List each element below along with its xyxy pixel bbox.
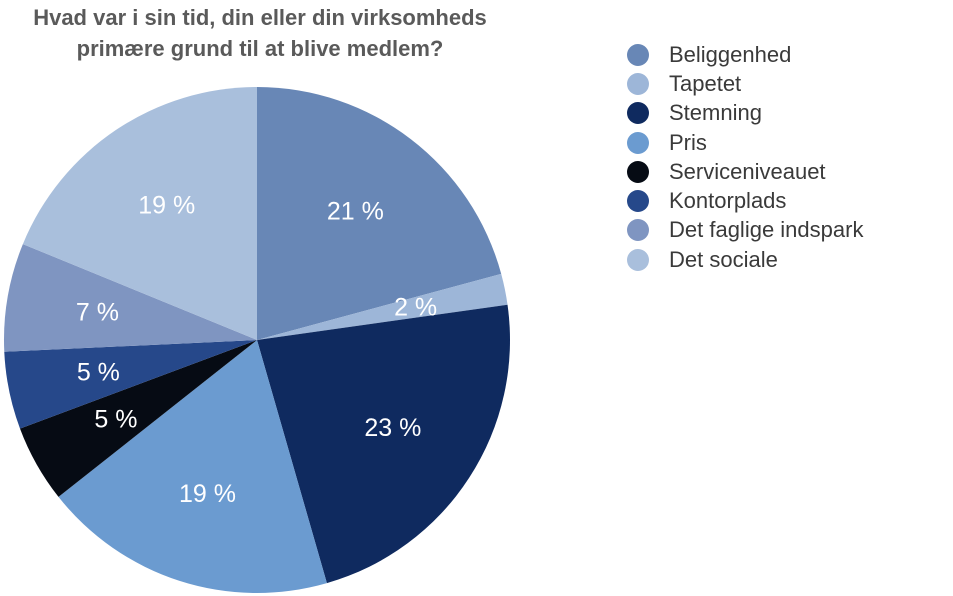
pie-slice-pris	[58, 340, 327, 593]
pie-slice-stemning	[257, 304, 511, 584]
legend-item: Tapetet	[627, 69, 863, 98]
legend-swatch-icon	[627, 248, 649, 271]
slice-label-det-faglige-indspark: 7 %	[76, 298, 119, 326]
legend-item: Kontorplads	[627, 186, 863, 215]
legend-label: Kontorplads	[669, 188, 787, 214]
legend-swatch-icon	[627, 219, 649, 242]
pie-slice-serviceniveauet	[20, 340, 257, 497]
legend-label: Serviceniveauet	[669, 158, 826, 184]
slice-label-det-sociale: 19 %	[138, 192, 195, 220]
slice-label-stemning: 23 %	[364, 414, 421, 442]
legend-label: Pris	[669, 129, 707, 155]
legend-label: Det faglige indspark	[669, 217, 864, 243]
pie-slice-det-sociale	[22, 87, 257, 340]
legend-item: Det sociale	[627, 245, 863, 274]
chart-legend: Beliggenhed Tapetet Stemning Pris Serviceniv…	[627, 40, 863, 274]
legend-label: Det sociale	[669, 246, 778, 272]
pie-slices	[4, 87, 511, 593]
legend-swatch-icon	[627, 131, 649, 154]
legend-item: Stemning	[627, 99, 863, 128]
legend-label: Beliggenhed	[669, 41, 792, 67]
chart-title: Hvad var i sin tid, din eller din virkso…	[0, 2, 520, 64]
legend-swatch-icon	[627, 190, 649, 213]
chart-title-line-2: primære grund til at blive medlem?	[76, 36, 444, 61]
legend-swatch-icon	[627, 72, 649, 95]
legend-item: Beliggenhed	[627, 40, 863, 69]
legend-swatch-icon	[627, 43, 649, 66]
slice-label-serviceniveauet: 5 %	[94, 406, 137, 434]
slice-label-beliggenhed: 21 %	[327, 197, 384, 225]
legend-label: Tapetet	[669, 70, 742, 96]
pie-slice-beliggenhed	[257, 87, 502, 340]
pie-slice-det-faglige-indspark	[4, 244, 258, 352]
slice-label-kontorplads: 5 %	[77, 359, 120, 387]
slice-label-pris: 19 %	[179, 480, 236, 508]
legend-item: Det faglige indspark	[627, 216, 863, 245]
pie-slice-kontorplads	[4, 340, 257, 429]
legend-swatch-icon	[627, 160, 649, 183]
slice-label-tapetet: 2 %	[394, 293, 437, 321]
legend-item: Pris	[627, 128, 863, 157]
chart-title-line-1: Hvad var i sin tid, din eller din virkso…	[33, 5, 487, 30]
pie-slice-tapetet	[257, 273, 508, 340]
legend-item: Serviceniveauet	[627, 157, 863, 186]
pie-slice-labels: 21 % 2 % 23 % 19 % 5 % 5 % 7 % 19 %	[76, 192, 437, 509]
legend-label: Stemning	[669, 100, 762, 126]
legend-swatch-icon	[627, 102, 649, 125]
